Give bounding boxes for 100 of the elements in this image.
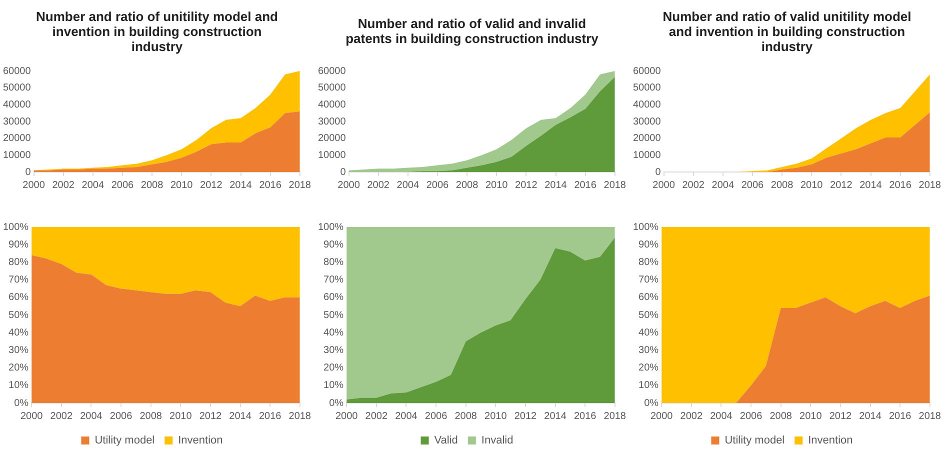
x-tick-label: 2014 <box>544 180 568 191</box>
y-tick-label: 90% <box>8 239 29 250</box>
x-tick-label: 2004 <box>710 410 733 422</box>
x-tick-label: 2010 <box>800 410 822 422</box>
x-tick-label: 2002 <box>680 410 703 422</box>
x-tick-label: 2010 <box>170 410 192 422</box>
x-tick-label: 2016 <box>888 410 912 422</box>
y-tick-label: 30000 <box>318 116 346 128</box>
y-tick-label: 80% <box>324 256 344 268</box>
y-tick-label: 10% <box>324 380 344 392</box>
y-tick-label: 100% <box>3 222 29 233</box>
x-tick-label: 2008 <box>456 180 479 191</box>
x-tick-label: 2006 <box>424 410 448 422</box>
x-tick-label: 2008 <box>140 180 164 191</box>
y-tick-label: 60000 <box>318 66 346 77</box>
x-tick-label: 2014 <box>860 180 882 191</box>
legend-label: Invention <box>808 434 853 447</box>
x-tick-label: 2008 <box>140 410 162 422</box>
y-tick-label: 80% <box>8 256 29 268</box>
legend-label: Valid <box>434 434 458 447</box>
x-tick-label: 2016 <box>258 410 282 422</box>
y-tick-label: 0 <box>25 166 32 178</box>
x-tick-label: 2014 <box>859 410 882 422</box>
x-tick-label: 2012 <box>829 410 852 422</box>
y-tick-label: 40000 <box>2 99 32 110</box>
chart-title: Number and ratio of valid unitility model and invention in building construction industry <box>662 8 912 56</box>
x-tick-label: 2010 <box>484 410 508 422</box>
x-tick-label: 2004 <box>80 410 103 422</box>
y-tick-label: 0% <box>329 398 344 409</box>
y-tick-label: 80% <box>638 256 659 268</box>
x-tick-label: 2012 <box>515 180 538 191</box>
x-tick-label: 2016 <box>889 180 912 191</box>
y-tick-label: 70% <box>324 274 344 286</box>
x-tick-label: 2006 <box>740 410 763 422</box>
y-tick-label: 0 <box>655 166 662 178</box>
y-tick-label: 60% <box>638 292 659 304</box>
x-tick-label: 2000 <box>22 180 46 191</box>
y-tick-label: 70% <box>638 274 659 286</box>
x-tick-label: 2018 <box>918 180 942 191</box>
x-tick-label: 2004 <box>712 180 734 191</box>
x-tick-label: 2006 <box>426 180 450 191</box>
x-tick-label: 2000 <box>20 410 44 422</box>
x-tick-label: 2004 <box>395 410 418 422</box>
y-tick-label: 50000 <box>632 82 662 94</box>
x-tick-label: 2010 <box>800 180 824 191</box>
x-tick-label: 2002 <box>682 180 705 191</box>
x-tick-label: 2002 <box>52 180 75 191</box>
y-tick-label: 60000 <box>2 66 32 77</box>
x-tick-label: 2008 <box>770 410 792 422</box>
chart-title: Number and ratio of valid and invalid patents in building construction industry <box>344 15 600 48</box>
x-tick-label: 2006 <box>110 410 133 422</box>
y-tick-label: 10% <box>638 380 659 392</box>
y-tick-label: 40% <box>8 327 29 338</box>
x-tick-label: 2016 <box>574 180 597 191</box>
y-tick-label: 20% <box>8 362 29 374</box>
y-tick-label: 40% <box>324 327 344 338</box>
y-tick-label: 50% <box>638 310 659 321</box>
x-tick-label: 2012 <box>199 410 222 422</box>
y-tick-label: 0% <box>14 398 29 409</box>
y-tick-label: 30000 <box>2 116 32 128</box>
y-tick-label: 60% <box>324 292 344 304</box>
x-tick-label: 2012 <box>830 180 853 191</box>
y-tick-label: 0 <box>340 166 346 178</box>
y-tick-label: 100% <box>633 222 659 233</box>
x-tick-label: 2000 <box>652 180 676 191</box>
x-tick-label: 2010 <box>486 180 508 191</box>
x-tick-label: 2002 <box>50 410 73 422</box>
x-tick-label: 2016 <box>574 410 597 422</box>
y-tick-label: 90% <box>324 239 344 250</box>
x-tick-label: 2014 <box>544 410 567 422</box>
x-tick-label: 2004 <box>82 180 104 191</box>
x-tick-label: 2004 <box>396 180 420 191</box>
y-tick-label: 30000 <box>632 116 662 128</box>
x-tick-label: 2008 <box>770 180 794 191</box>
legend-label: Utility model <box>724 434 785 447</box>
y-tick-label: 20% <box>638 362 659 374</box>
y-tick-label: 40000 <box>318 99 346 110</box>
x-tick-label: 2018 <box>604 410 626 422</box>
y-tick-label: 90% <box>638 239 659 250</box>
y-tick-label: 10000 <box>632 150 662 161</box>
y-tick-label: 20% <box>324 362 344 374</box>
x-tick-label: 2002 <box>367 180 390 191</box>
chart-title: Number and ratio of unitility model and invention in building construction industry <box>35 8 279 56</box>
y-tick-label: 60000 <box>632 66 662 77</box>
x-tick-label: 2000 <box>650 410 674 422</box>
x-tick-label: 2002 <box>365 410 388 422</box>
x-tick-label: 2000 <box>338 180 360 191</box>
y-tick-label: 70% <box>8 274 29 286</box>
y-tick-label: 30% <box>8 344 29 356</box>
x-tick-label: 2018 <box>288 180 312 191</box>
x-tick-label: 2008 <box>454 410 478 422</box>
x-tick-label: 2014 <box>229 410 252 422</box>
x-tick-label: 2006 <box>111 180 134 191</box>
x-tick-label: 2014 <box>230 180 252 191</box>
y-tick-label: 20000 <box>2 133 32 144</box>
x-tick-label: 2018 <box>918 410 942 422</box>
x-tick-label: 2012 <box>514 410 538 422</box>
x-tick-label: 2006 <box>741 180 764 191</box>
y-tick-label: 20000 <box>318 133 346 144</box>
y-tick-label: 30% <box>638 344 659 356</box>
